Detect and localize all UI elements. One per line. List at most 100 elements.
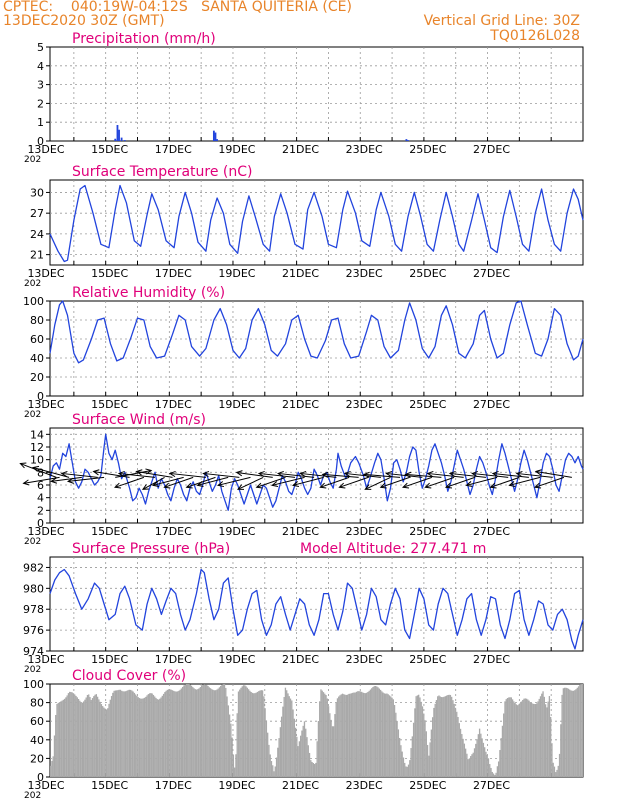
cloud-cover-bar <box>71 692 73 777</box>
cloud-cover-bar <box>430 729 433 777</box>
x-tick-label: 23DEC <box>346 525 383 538</box>
cloud-cover-bar <box>383 693 386 777</box>
cloud-cover-bar <box>560 724 562 777</box>
cloud-cover-bar <box>392 699 394 777</box>
cloud-cover-bar <box>371 688 373 777</box>
panel-title: Cloud Cover (%) <box>72 668 186 684</box>
cloud-cover-bar <box>504 701 506 777</box>
wind-vector-head <box>489 482 497 489</box>
cloud-cover-bar <box>445 695 448 777</box>
station-info: CPTEC: 040:19W-04:12S SANTA QUITERIA (CE… <box>3 0 352 15</box>
cloud-cover-bar <box>532 703 534 777</box>
cloud-cover-bar <box>396 720 398 777</box>
cloud-cover-bar <box>247 689 250 777</box>
cloud-cover-bar <box>107 708 109 777</box>
cloud-cover-bar <box>197 689 199 777</box>
y-tick-label: 8 <box>37 466 44 479</box>
wind-vector <box>256 476 286 488</box>
x-tick-label: 21DEC <box>282 525 319 538</box>
cloud-cover-bar <box>256 691 259 777</box>
cloud-cover-bar <box>206 684 208 777</box>
cloud-cover-bar <box>421 706 424 777</box>
cloud-cover-bar <box>305 728 307 777</box>
cloud-cover-bar <box>478 728 481 777</box>
cloud-cover-bar <box>484 747 486 777</box>
cloud-cover-bar <box>161 695 163 777</box>
wind-vector <box>236 471 273 478</box>
panel-title: Surface Wind (m/s) <box>72 412 206 428</box>
cloud-cover-bar <box>381 691 383 777</box>
wind-vector-head <box>60 470 68 478</box>
cloud-cover-bar <box>79 700 81 777</box>
cloud-cover-bar <box>70 692 72 777</box>
cloud-cover-bar <box>169 689 171 777</box>
cloud-cover-bar <box>189 684 191 777</box>
cloud-cover-bar <box>473 748 476 777</box>
cloud-cover-bar <box>317 721 320 777</box>
cloud-cover-bar <box>292 709 294 777</box>
x-axis-year-marker: 202 <box>24 537 41 547</box>
y-tick-label: 100 <box>23 678 44 691</box>
cloud-cover-bar <box>65 697 67 777</box>
wind-vector <box>278 472 315 478</box>
cloud-cover-bar <box>423 713 425 777</box>
cloud-cover-bar <box>390 696 392 777</box>
x-tick-label: 23DEC <box>346 779 383 792</box>
wind-vector <box>136 470 173 478</box>
cloud-cover-bar <box>339 695 341 777</box>
wind-vector-head <box>50 477 58 484</box>
wind-vector <box>472 472 509 478</box>
x-tick-label: 19DEC <box>218 653 255 666</box>
cloud-cover-bar <box>341 693 344 777</box>
cloud-cover-bar <box>419 697 421 777</box>
cloud-cover-bar <box>414 708 416 777</box>
cloud-cover-bar <box>489 764 491 777</box>
cloud-cover-bar <box>227 705 229 777</box>
cloud-cover-bar <box>322 692 325 777</box>
y-tick-label: 4 <box>37 492 44 505</box>
panel-title: Surface Temperature (nC) <box>72 164 253 180</box>
cloud-cover-bar <box>537 701 539 777</box>
cloud-cover-bar <box>326 698 328 777</box>
cloud-cover-bar <box>265 720 268 777</box>
cloud-cover-bar <box>118 689 120 777</box>
cloud-cover-bar <box>409 760 411 777</box>
cloud-cover-bar <box>302 725 304 777</box>
cloud-cover-bar <box>127 690 129 777</box>
series-line <box>49 300 584 364</box>
x-tick-label: 27DEC <box>473 779 510 792</box>
series-line <box>49 568 584 650</box>
cloud-cover-bar <box>386 693 388 777</box>
cloud-cover-bar <box>475 743 477 777</box>
cloud-cover-bar <box>255 692 257 777</box>
cloud-cover-bar <box>391 697 393 777</box>
x-tick-label: 25DEC <box>409 779 446 792</box>
cloud-cover-bar <box>294 727 297 777</box>
cloud-cover-bar <box>525 698 528 777</box>
wind-vector <box>142 476 165 490</box>
cloud-cover-bar <box>353 692 355 777</box>
cloud-cover-bar <box>170 689 172 777</box>
x-tick-label: 19DEC <box>218 398 255 411</box>
cloud-cover-bar <box>268 744 270 777</box>
cloud-cover-bar <box>308 752 311 777</box>
cloud-cover-bar <box>452 700 454 777</box>
cloud-cover-bar <box>181 686 184 777</box>
cloud-cover-bar <box>561 694 563 777</box>
cloud-cover-bar <box>336 698 339 777</box>
x-tick-label: 15DEC <box>91 398 128 411</box>
x-tick-label: 19DEC <box>218 143 255 156</box>
cloud-cover-bar <box>463 743 466 777</box>
cloud-cover-bar <box>448 694 450 777</box>
cloud-cover-bar <box>581 684 584 777</box>
cloud-cover-bar <box>442 697 444 777</box>
cloud-cover-bar <box>503 713 505 777</box>
cloud-cover-bar <box>349 693 351 777</box>
wind-vector-head <box>364 484 372 490</box>
cloud-cover-bar <box>132 691 134 777</box>
wind-vector-head <box>216 481 225 488</box>
cloud-cover-bar <box>570 690 572 777</box>
cloud-cover-bar <box>397 729 400 777</box>
y-tick-label: 2 <box>37 504 44 517</box>
cloud-cover-bar <box>338 696 340 777</box>
